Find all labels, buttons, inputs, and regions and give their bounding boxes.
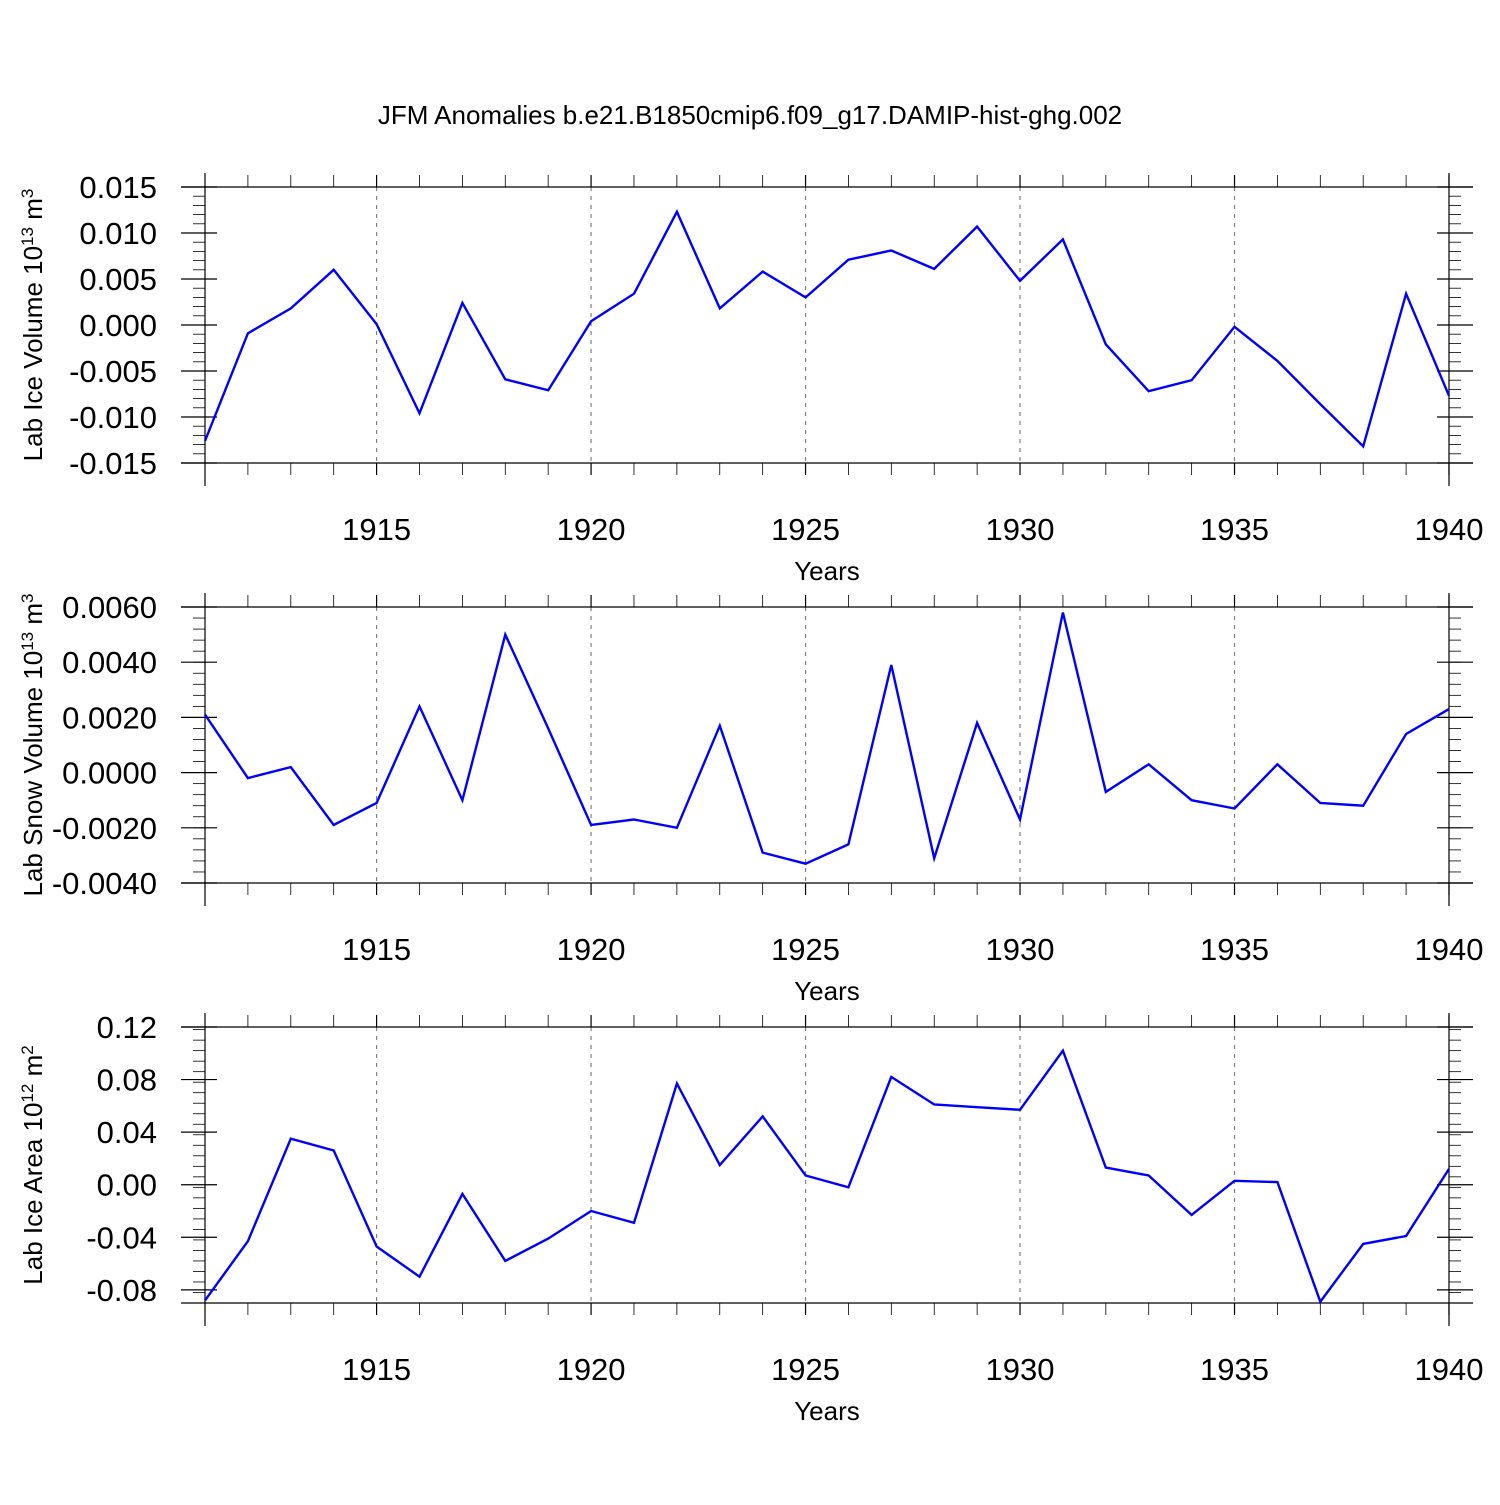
y-tick-label: 0.00 <box>97 1168 157 1203</box>
x-tick-label: 1915 <box>342 932 411 967</box>
y-tick-label: -0.08 <box>86 1273 157 1308</box>
y-tick-label: 0.000 <box>79 308 157 343</box>
y-tick-label: -0.04 <box>86 1220 157 1255</box>
y-tick-label: -0.010 <box>69 400 157 435</box>
x-axis-label: Years <box>794 1396 860 1426</box>
x-tick-label: 1925 <box>771 512 840 547</box>
y-tick-label: -0.015 <box>69 446 157 481</box>
x-tick-label: 1935 <box>1200 512 1269 547</box>
y-tick-label: 0.0000 <box>62 756 157 791</box>
y-tick-label: -0.0020 <box>52 811 157 846</box>
y-tick-label: 0.08 <box>97 1063 157 1098</box>
y-tick-label: 0.0040 <box>62 645 157 680</box>
figure-title: JFM Anomalies b.e21.B1850cmip6.f09_g17.D… <box>378 100 1122 130</box>
x-tick-label: 1940 <box>1415 932 1484 967</box>
x-axis-label: Years <box>794 976 860 1006</box>
y-tick-label: 0.005 <box>79 262 157 297</box>
x-tick-label: 1925 <box>771 932 840 967</box>
x-tick-label: 1930 <box>986 512 1055 547</box>
y-tick-label: 0.04 <box>97 1115 157 1150</box>
y-tick-label: -0.005 <box>69 354 157 389</box>
y-axis-label: Lab Ice Area 1012 m2 <box>18 1045 49 1284</box>
y-tick-label: 0.010 <box>79 216 157 251</box>
y-tick-label: 0.0020 <box>62 700 157 735</box>
x-tick-label: 1930 <box>986 932 1055 967</box>
x-tick-label: 1940 <box>1415 512 1484 547</box>
y-tick-label: -0.0040 <box>52 866 157 901</box>
x-tick-label: 1915 <box>342 1352 411 1387</box>
y-tick-label: 0.12 <box>97 1010 157 1045</box>
x-tick-label: 1935 <box>1200 932 1269 967</box>
x-tick-label: 1920 <box>557 932 626 967</box>
y-tick-label: 0.015 <box>79 170 157 205</box>
x-tick-label: 1920 <box>557 512 626 547</box>
x-axis-label: Years <box>794 556 860 586</box>
x-tick-label: 1940 <box>1415 1352 1484 1387</box>
x-tick-label: 1920 <box>557 1352 626 1387</box>
x-tick-label: 1915 <box>342 512 411 547</box>
y-tick-label: 0.0060 <box>62 590 157 625</box>
x-tick-label: 1930 <box>986 1352 1055 1387</box>
x-tick-label: 1925 <box>771 1352 840 1387</box>
x-tick-label: 1935 <box>1200 1352 1269 1387</box>
